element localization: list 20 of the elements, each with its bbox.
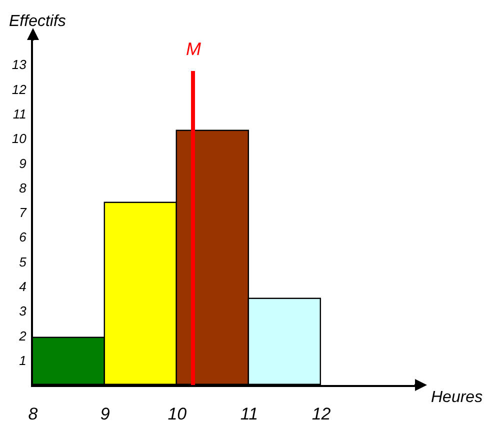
y-tick-label: 3 (19, 304, 28, 319)
x-tick-label: 12 (312, 404, 332, 424)
ref-line-label: M (186, 39, 201, 59)
y-tick-label: 9 (19, 156, 26, 171)
y-tick-label: 6 (19, 230, 28, 245)
y-tick-label: 13 (12, 57, 28, 72)
y-tick-label: 8 (19, 180, 28, 196)
y-tick-label: 2 (18, 328, 28, 344)
y-tick-label: 7 (19, 205, 28, 220)
y-tick-label: 12 (12, 82, 28, 97)
y-tick-label: 5 (19, 254, 28, 270)
x-axis-title: Heures (431, 389, 483, 406)
x-tick-label: 11 (240, 404, 258, 424)
x-tick-label: 9 (100, 404, 110, 424)
y-tick-label: 11 (12, 106, 26, 122)
y-tick-label: 4 (19, 278, 26, 294)
y-tick-label: 10 (12, 131, 28, 146)
x-tick-label: 10 (168, 404, 188, 424)
y-tick-label: 1 (19, 352, 26, 368)
y-axis-title: Effectifs (9, 13, 66, 30)
